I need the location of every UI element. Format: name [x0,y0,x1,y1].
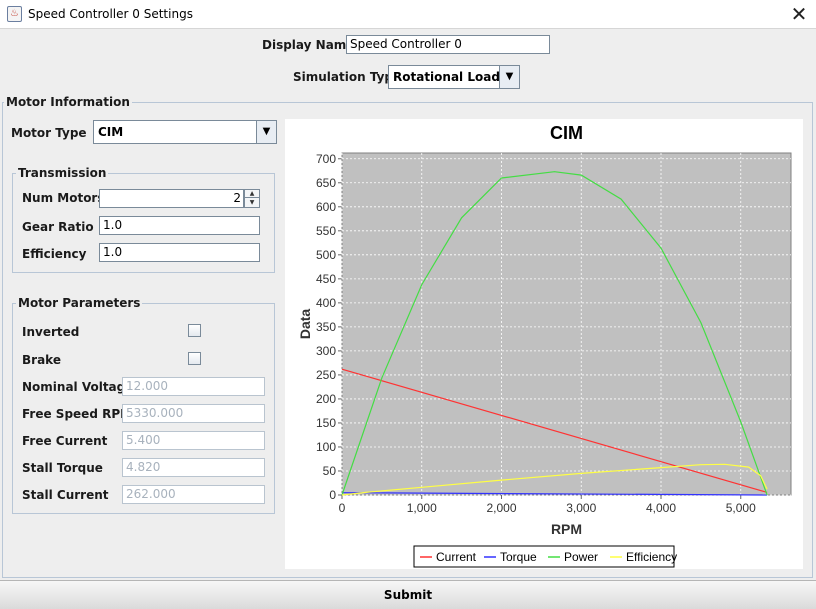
series-line-power [341,171,768,496]
num-motors-spinner[interactable]: ▲ ▼ [244,189,260,208]
y-tick-label: 0 [329,488,336,502]
legend-label-torque: Torque [500,550,537,564]
x-tick-label: 1,000 [407,501,437,515]
efficiency-label: Efficiency [22,247,87,261]
y-tick-label: 300 [316,344,336,358]
free-current-input: 5.400 [122,431,265,450]
y-tick-label: 550 [316,224,336,238]
java-app-icon: ♨ [7,6,22,22]
y-tick-label: 250 [316,368,336,382]
y-tick-label: 350 [316,320,336,334]
free-current-label: Free Current [22,434,108,448]
num-motors-label: Num Motors [22,191,105,205]
plot-area [341,152,792,496]
series-line-current [341,368,768,493]
chevron-down-icon: ▼ [256,121,276,143]
stall-torque-label: Stall Torque [22,461,103,475]
y-axis-label: Data [297,309,313,340]
motor-parameters-title: Motor Parameters [16,296,143,310]
y-tick-label: 700 [316,152,336,166]
nominal-voltage-input: 12.000 [122,377,265,396]
motor-parameters-group [12,303,275,514]
stall-current-input: 262.000 [122,485,265,504]
x-tick-label: 0 [339,501,346,515]
x-tick-label: 4,000 [646,501,676,515]
nominal-voltage-label: Nominal Voltage [22,380,134,394]
simulation-type-value: Rotational Load [393,70,500,84]
close-button[interactable]: ✕ [790,2,808,26]
x-axis-label: RPM [551,521,582,537]
y-tick-label: 50 [323,464,337,478]
y-tick-label: 450 [316,272,336,286]
y-tick-label: 100 [316,440,336,454]
simulation-type-label: Simulation Type [293,70,402,84]
title-bar: ♨ Speed Controller 0 Settings ✕ [0,0,816,29]
y-tick-label: 400 [316,296,336,310]
legend-box [413,545,675,568]
legend-label-power: Power [564,550,598,564]
spinner-up-icon[interactable]: ▲ [245,190,259,198]
motor-information-title: Motor Information [4,95,132,109]
y-tick-label: 600 [316,200,336,214]
spinner-down-icon[interactable]: ▼ [249,199,255,206]
x-tick-label: 2,000 [486,501,516,515]
submit-button[interactable]: Submit [0,580,816,609]
motor-type-value: CIM [98,125,124,139]
x-tick-label: 5,000 [726,501,756,515]
stall-torque-input: 4.820 [122,458,265,477]
simulation-type-select[interactable]: Rotational Load ▼ [388,65,520,89]
inverted-checkbox[interactable] [188,324,201,337]
num-motors-input[interactable]: 2 [99,189,244,208]
chart-panel: CIM 0 50 100 150 200 250 300 350 400 450 500 550 600 6… [285,119,803,569]
legend-label-current: Current [436,550,477,564]
y-tick-label: 200 [316,392,336,406]
motor-information-group [2,102,813,578]
stall-current-label: Stall Current [22,488,109,502]
transmission-group [12,173,275,273]
brake-label: Brake [22,353,61,367]
legend-label-efficiency: Efficiency [626,550,677,564]
free-speed-label: Free Speed RPM [22,407,133,421]
chart-title: CIM [550,123,583,143]
display-name-input[interactable]: Speed Controller 0 [346,35,550,54]
inverted-label: Inverted [22,325,80,339]
y-tick-label: 500 [316,248,336,262]
y-tick-label: 650 [316,176,336,190]
x-tick-label: 3,000 [566,501,596,515]
motor-type-select[interactable]: CIM ▼ [93,120,277,144]
y-tick-label: 150 [316,416,336,430]
efficiency-input[interactable]: 1.0 [99,243,260,262]
window-title: Speed Controller 0 Settings [28,7,193,21]
series-line-torque [341,492,768,496]
brake-checkbox[interactable] [188,352,201,365]
chevron-down-icon: ▼ [499,66,519,88]
free-speed-input: 5330.000 [122,404,265,423]
series-line-efficiency [341,463,768,496]
motor-curve-chart: CIM 0 50 100 150 200 250 300 350 400 450 500 550 600 6… [297,123,792,568]
motor-type-label: Motor Type [11,126,87,140]
gear-ratio-input[interactable]: 1.0 [99,216,260,235]
transmission-title: Transmission [16,166,109,180]
display-name-label: Display Name [262,38,355,52]
gear-ratio-label: Gear Ratio [22,220,94,234]
